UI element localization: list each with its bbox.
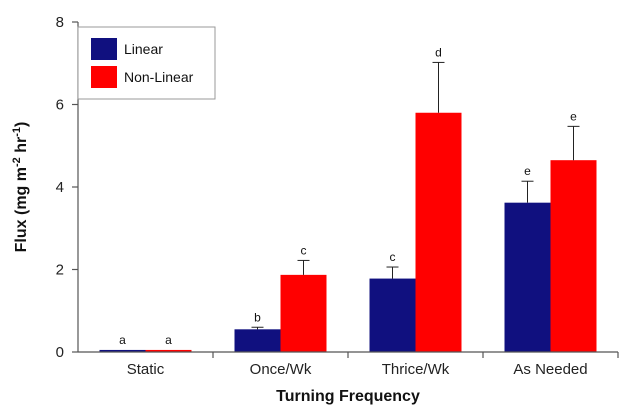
y-axis-title-exp2: -1 [11, 127, 23, 137]
bars: a a b c c d e e [99, 45, 597, 352]
y-axis-title: Flux (mg m-2 hr-1) [11, 122, 30, 253]
legend-box [77, 26, 216, 100]
x-tick-label: As Needed [513, 361, 587, 378]
x-tick-label: Once/Wk [250, 361, 312, 378]
y-tick-label: 8 [56, 14, 64, 31]
bar-non-linear-as-needed [550, 160, 597, 352]
x-axis-title: Turning Frequency [276, 388, 420, 405]
bar-linear-once-wk [234, 329, 281, 352]
bar-non-linear-static [145, 349, 192, 352]
legend-label-linear: Linear [124, 41, 163, 57]
y-axis-title-end: ) [13, 122, 30, 127]
significance-letter: d [435, 45, 442, 59]
bar-linear-as-needed [504, 202, 551, 352]
y-tick-label: 2 [56, 262, 64, 279]
significance-letter: c [390, 250, 396, 264]
significance-letter: a [165, 333, 172, 347]
y-axis-title-exp1: -2 [11, 157, 23, 167]
bar-non-linear-once-wk [280, 274, 327, 352]
bar-non-linear-thrice-wk [415, 112, 462, 352]
significance-letter: c [301, 243, 307, 257]
legend-swatch-linear [91, 38, 117, 60]
legend-swatch-non-linear [91, 66, 117, 88]
bar-linear-thrice-wk [369, 278, 416, 352]
significance-letter: e [570, 109, 577, 123]
y-axis-title-base: Flux (mg m [13, 167, 30, 252]
significance-letter: a [119, 333, 126, 347]
y-tick-label: 6 [56, 97, 64, 114]
legend: Linear Non-Linear [77, 26, 216, 100]
legend-label-non-linear: Non-Linear [124, 69, 194, 85]
bar-linear-static [99, 349, 146, 352]
significance-letter: e [524, 164, 531, 178]
x-tick-label: Thrice/Wk [382, 361, 450, 378]
y-tick-label: 0 [56, 344, 64, 361]
y-tick-label: 4 [56, 179, 64, 196]
x-tick-label: Static [127, 361, 165, 378]
x-axis-tick-labels: Static Once/Wk Thrice/Wk As Needed [127, 352, 619, 378]
y-axis-ticks: 0 2 4 6 8 [56, 14, 78, 361]
significance-letter: b [254, 310, 261, 324]
y-axis-title-mid: hr [13, 137, 30, 157]
